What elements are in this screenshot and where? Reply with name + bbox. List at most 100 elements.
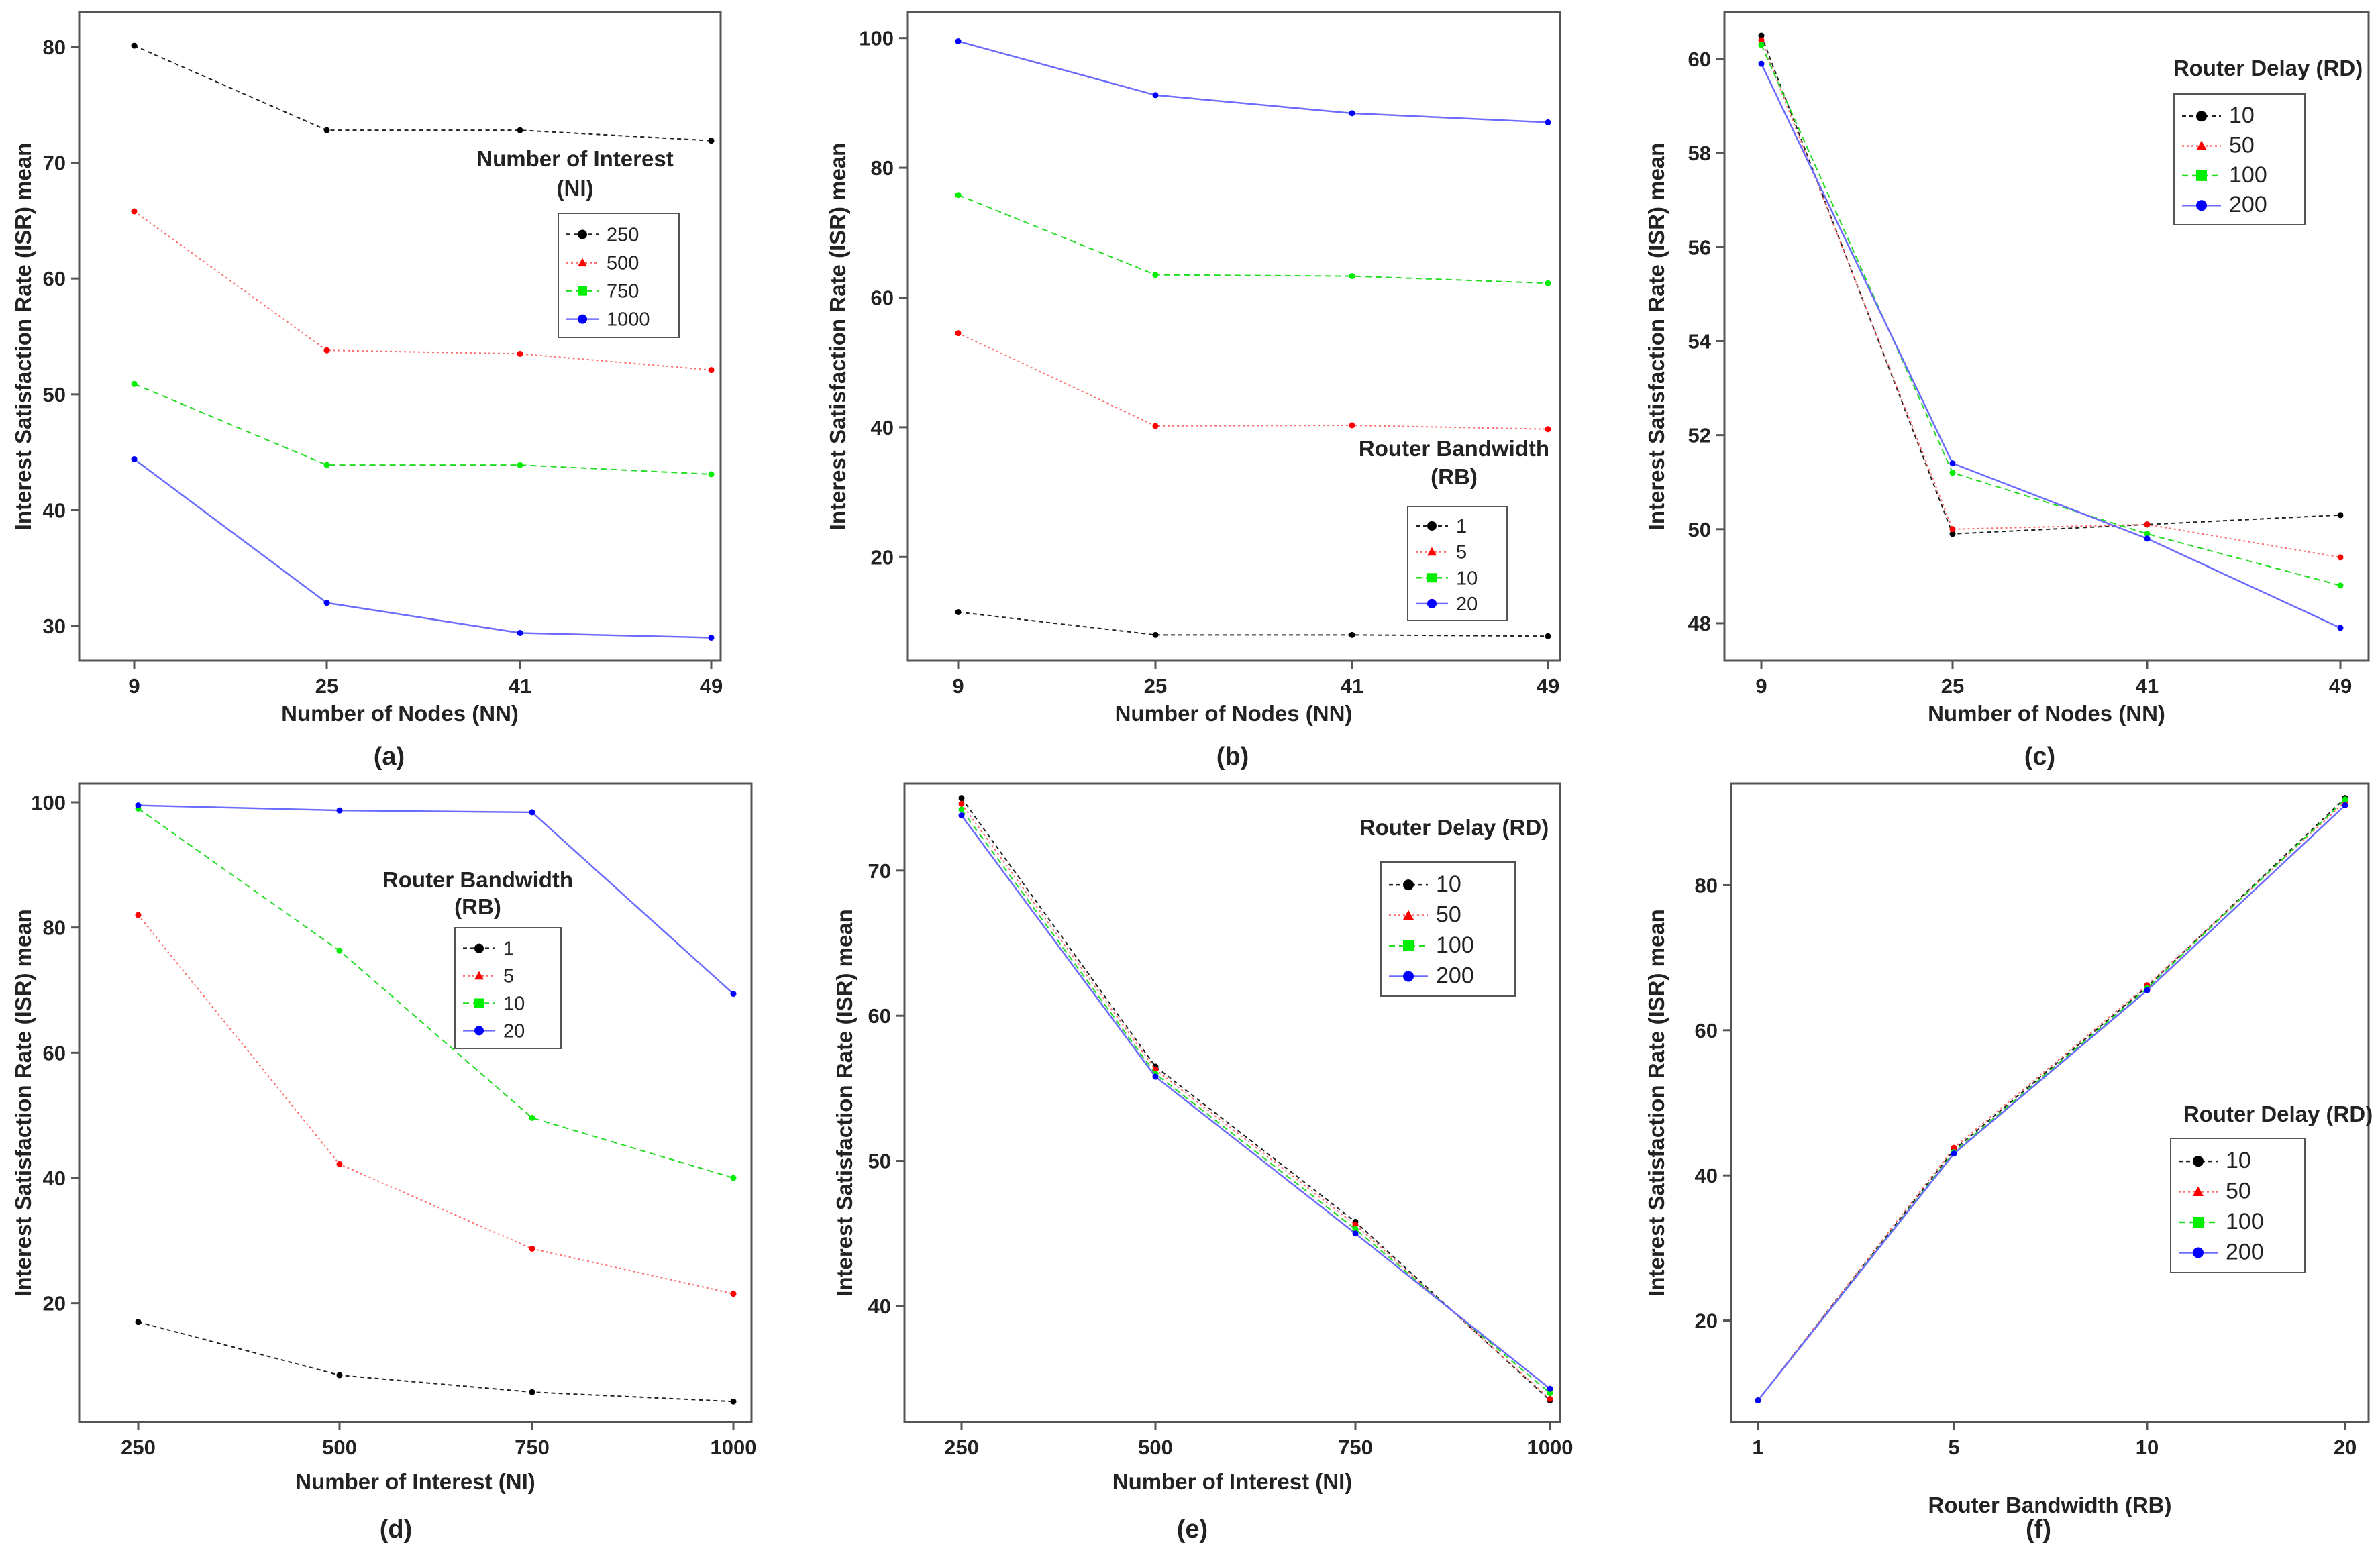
- x-tick-label: 9: [1755, 674, 1767, 698]
- x-tick-label: 250: [944, 1436, 979, 1459]
- legend-marker: [1427, 521, 1437, 531]
- data-point: [1951, 1144, 1957, 1151]
- plot-frame: [1730, 782, 2370, 1423]
- y-axis-title: Interest Satisfaction Rate (ISR) mean: [825, 143, 850, 531]
- legend-marker: [474, 971, 484, 980]
- y-tick-label: 56: [1688, 235, 1711, 259]
- legend-marker: [2193, 1217, 2204, 1228]
- series-line-50: [961, 803, 1551, 1400]
- legend-label: 10: [2226, 1148, 2251, 1173]
- legend-title: (RB): [454, 894, 501, 919]
- y-axis-title: Interest Satisfaction Rate (ISR) mean: [11, 909, 36, 1297]
- legend-label: 10: [503, 993, 525, 1015]
- data-point: [730, 1398, 737, 1405]
- y-tick-label: 60: [43, 1041, 66, 1065]
- legend-title: Number of Interest: [476, 146, 673, 171]
- data-point: [1352, 1230, 1359, 1237]
- data-point: [529, 809, 535, 816]
- legend-label: 50: [2226, 1179, 2251, 1204]
- panel-caption: (b): [1217, 743, 1249, 771]
- series-line-50: [1757, 801, 2346, 1401]
- data-point: [131, 42, 138, 49]
- legend-title: Router Bandwidth: [1359, 436, 1549, 461]
- data-point: [336, 1372, 343, 1379]
- legend-title: Router Delay (RD): [1359, 815, 1549, 840]
- legend-label: 200: [2229, 192, 2267, 217]
- legend-marker: [1427, 573, 1437, 583]
- y-tick-label: 40: [868, 1295, 891, 1318]
- data-point: [323, 462, 330, 468]
- data-point: [1152, 1073, 1159, 1080]
- legend-label: 10: [2229, 103, 2255, 128]
- legend-title: Router Bandwidth: [382, 867, 573, 892]
- data-point: [1349, 110, 1355, 117]
- series-line-5: [958, 332, 1549, 430]
- legend-marker: [578, 229, 587, 239]
- data-point: [1545, 426, 1551, 433]
- y-axis-title: Interest Satisfaction Rate (ISR) mean: [11, 143, 36, 531]
- data-point: [529, 1245, 535, 1252]
- x-tick-label: 49: [2329, 674, 2352, 698]
- x-tick-label: 49: [1537, 674, 1559, 698]
- legend-label: 10: [1436, 871, 1461, 897]
- y-tick-label: 58: [1688, 142, 1711, 165]
- data-point: [529, 1389, 535, 1395]
- legend-label: 20: [503, 1020, 525, 1042]
- chart-panel-c: 48 50 52 54 56 58 60 9 25 41 49 Number of Nodes (NN…: [1644, 11, 2370, 771]
- data-point: [730, 991, 737, 998]
- y-tick-label: 80: [43, 916, 66, 940]
- legend-label: 250: [607, 225, 639, 246]
- legend-marker: [474, 998, 484, 1008]
- data-point: [1349, 273, 1355, 280]
- legend-marker: [474, 943, 484, 953]
- y-tick-label: 40: [871, 416, 894, 439]
- panel-caption: (f): [2026, 1515, 2051, 1544]
- data-point: [2342, 802, 2348, 808]
- y-tick-label: 60: [1688, 48, 1711, 71]
- series-line-1000: [134, 458, 712, 639]
- data-point: [1349, 631, 1355, 638]
- y-tick-label: 48: [1688, 612, 1711, 635]
- y-tick-label: 100: [859, 27, 894, 50]
- legend-marker: [578, 258, 587, 267]
- data-point: [2337, 625, 2344, 631]
- legend-label: 200: [2226, 1239, 2264, 1264]
- y-tick-label: 40: [1695, 1164, 1718, 1187]
- x-tick-label: 10: [2136, 1436, 2159, 1459]
- legend-label: 100: [2226, 1209, 2264, 1234]
- series-line-250: [134, 45, 712, 142]
- series-line-200: [1757, 804, 2346, 1401]
- data-point: [2337, 554, 2344, 561]
- y-tick-label: 50: [43, 383, 66, 407]
- legend-marker: [1403, 940, 1414, 951]
- legend-label: 50: [2229, 133, 2255, 158]
- x-tick-label: 25: [315, 674, 338, 698]
- data-point: [135, 802, 142, 809]
- y-axis-title: Interest Satisfaction Rate (ISR) mean: [1644, 909, 1669, 1297]
- data-point: [1547, 1395, 1553, 1402]
- data-point: [730, 1291, 737, 1297]
- series-line-750: [134, 383, 712, 475]
- x-axis-title: Number of Nodes (NN): [1928, 701, 2165, 726]
- y-tick-label: 30: [43, 614, 66, 638]
- series-line-5: [138, 914, 734, 1295]
- data-point: [1547, 1385, 1553, 1392]
- panel-caption: (d): [380, 1515, 413, 1544]
- data-point: [1545, 119, 1551, 125]
- legend-marker: [1427, 547, 1437, 556]
- data-point: [135, 1319, 142, 1326]
- data-point: [958, 806, 965, 813]
- legend-marker: [578, 314, 587, 324]
- data-point: [336, 807, 343, 814]
- legend-label: 750: [607, 281, 639, 303]
- legend-label: 10: [1456, 568, 1478, 589]
- y-axis-title: Interest Satisfaction Rate (ISR) mean: [832, 909, 857, 1297]
- y-tick-label: 50: [868, 1150, 891, 1173]
- series-line-100: [1761, 44, 2341, 586]
- legend-marker: [2196, 200, 2207, 211]
- chart-panel-f: 20 40 60 80 1 5 10 20 Router Bandwidth (RB) Inter…: [1644, 782, 2373, 1544]
- panel-caption: (c): [2024, 743, 2055, 771]
- x-tick-label: 750: [1338, 1436, 1373, 1459]
- legend-label: 1: [1456, 516, 1467, 537]
- legend-label: 20: [1456, 594, 1478, 615]
